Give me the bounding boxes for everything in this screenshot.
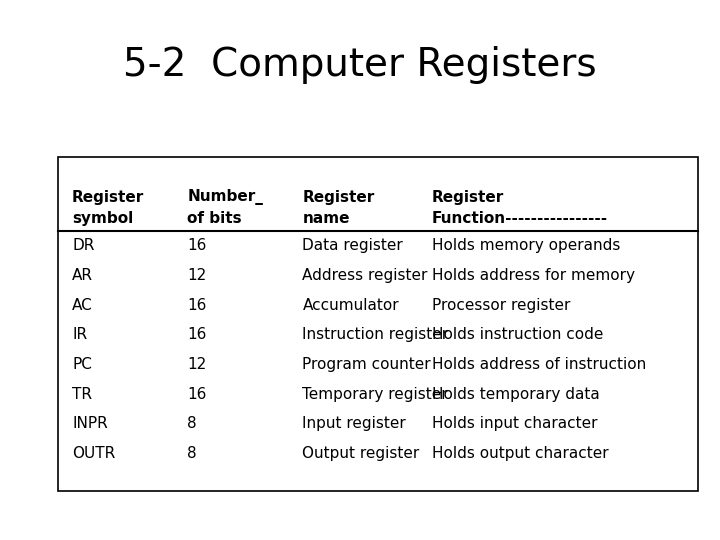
Text: DR: DR xyxy=(72,238,94,253)
Text: Data register: Data register xyxy=(302,238,403,253)
Text: 16: 16 xyxy=(187,298,207,313)
Text: INPR: INPR xyxy=(72,416,108,431)
Text: Register: Register xyxy=(302,190,374,205)
Text: Address register: Address register xyxy=(302,268,428,283)
Text: Temporary register: Temporary register xyxy=(302,387,448,402)
Text: Holds output character: Holds output character xyxy=(432,446,608,461)
Text: TR: TR xyxy=(72,387,92,402)
Text: 12: 12 xyxy=(187,357,207,372)
Text: Holds memory operands: Holds memory operands xyxy=(432,238,621,253)
Text: 12: 12 xyxy=(187,268,207,283)
Text: Processor register: Processor register xyxy=(432,298,570,313)
Text: Program counter: Program counter xyxy=(302,357,431,372)
Text: Holds temporary data: Holds temporary data xyxy=(432,387,600,402)
Text: 16: 16 xyxy=(187,327,207,342)
Text: of bits: of bits xyxy=(187,211,242,226)
Text: Register: Register xyxy=(432,190,504,205)
Text: Input register: Input register xyxy=(302,416,406,431)
Text: 8: 8 xyxy=(187,416,197,431)
Text: AR: AR xyxy=(72,268,93,283)
Text: 16: 16 xyxy=(187,238,207,253)
Text: IR: IR xyxy=(72,327,87,342)
Text: name: name xyxy=(302,211,350,226)
Text: Holds address of instruction: Holds address of instruction xyxy=(432,357,647,372)
Text: 16: 16 xyxy=(187,387,207,402)
Text: Register: Register xyxy=(72,190,144,205)
Text: 8: 8 xyxy=(187,446,197,461)
Text: OUTR: OUTR xyxy=(72,446,115,461)
Bar xyxy=(58,157,698,491)
Text: symbol: symbol xyxy=(72,211,133,226)
Text: PC: PC xyxy=(72,357,92,372)
Text: Number_: Number_ xyxy=(187,189,263,205)
Text: Instruction register: Instruction register xyxy=(302,327,449,342)
Text: AC: AC xyxy=(72,298,93,313)
Text: Output register: Output register xyxy=(302,446,420,461)
Text: Holds instruction code: Holds instruction code xyxy=(432,327,603,342)
Text: 5-2  Computer Registers: 5-2 Computer Registers xyxy=(123,46,597,84)
Text: Holds input character: Holds input character xyxy=(432,416,598,431)
Text: Holds address for memory: Holds address for memory xyxy=(432,268,635,283)
Text: Accumulator: Accumulator xyxy=(302,298,399,313)
Text: Function----------------: Function---------------- xyxy=(432,211,608,226)
